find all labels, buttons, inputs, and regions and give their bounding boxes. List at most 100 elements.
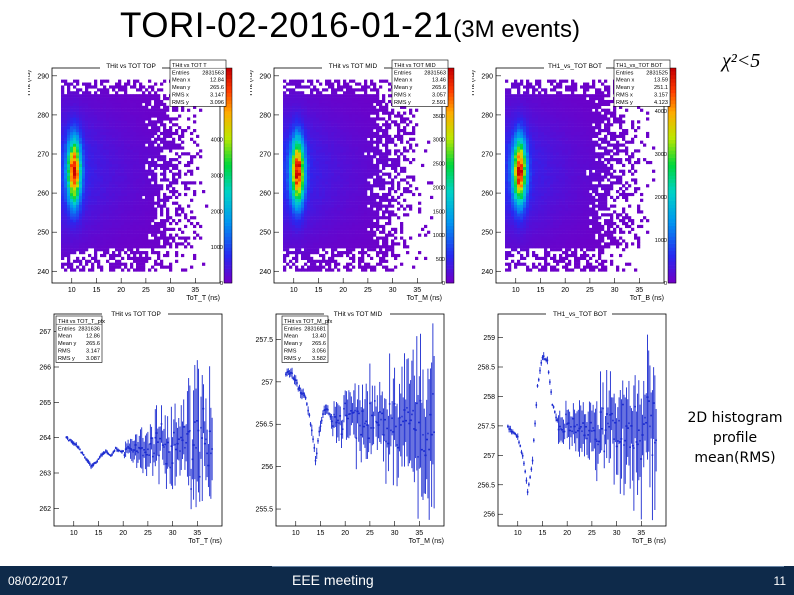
y-tick-label-280: 280 [481, 112, 493, 119]
x-tick-label-20: 20 [117, 287, 125, 294]
x-tick-label-15: 15 [93, 287, 101, 294]
footer-center-text: EEE meeting [292, 572, 374, 588]
histogram-title-bg [100, 60, 162, 71]
colorbar-segment [446, 197, 454, 201]
colorbar-segment [224, 229, 232, 234]
stats-value-pf4-1: 2831681 [304, 326, 326, 332]
colorbar-segment [668, 261, 676, 266]
colorbar-segment [224, 128, 232, 133]
colorbar-segment [224, 157, 232, 162]
colorbar-segment [668, 257, 676, 262]
colorbar-segment [446, 96, 454, 101]
stats-label-hm0-3: Mean y [172, 85, 191, 91]
y-tick-label-262: 262 [39, 506, 51, 513]
colorbar-segment [446, 85, 454, 90]
colorbar-segment [224, 171, 232, 176]
x-axis-label: ToT_M (ns) [407, 295, 442, 302]
colorbar-segment [224, 78, 232, 83]
heatmap-cells [283, 79, 434, 272]
profile-top-panel: 10 15 20 25 30 35 262 263 264 265 266 267 ToT_T (ns)… [28, 306, 238, 552]
y-tick-label-257: 257 [261, 379, 273, 386]
colorbar-segment [224, 146, 232, 151]
x-tick-label-10: 10 [512, 287, 520, 294]
colorbar-segment [446, 229, 454, 234]
x-tick-label-15: 15 [317, 530, 325, 537]
stats-value-pf3-5: 3.087 [86, 356, 100, 362]
y-tick-label-270: 270 [259, 152, 271, 159]
x-tick-label-30: 30 [389, 287, 397, 294]
y-tick-label-266: 266 [39, 365, 51, 372]
colorbar-segment [224, 164, 232, 169]
colorbar-segment [668, 243, 676, 248]
colorbar-segment [446, 157, 454, 162]
z-tick-label-1-0: 0 [442, 281, 445, 287]
y-axis-label: THit (ns) [250, 70, 254, 97]
stats-value-hm2-5: 4.123 [654, 100, 668, 106]
profile-svg-3: 10 15 20 25 30 35 262 263 264 265 266 267 ToT_T (ns)… [39, 308, 223, 545]
y-tick-label-257.5: 257.5 [255, 337, 273, 344]
colorbar-segment [668, 132, 676, 137]
colorbar-frame [667, 67, 677, 284]
colorbar-segment [668, 189, 676, 194]
colorbar-segment [446, 232, 454, 237]
y-tick-label-256: 256 [261, 464, 273, 471]
colorbar-segment [224, 150, 232, 155]
x-tick-label-30: 30 [391, 530, 399, 537]
colorbar-segment [668, 186, 676, 191]
colorbar-segment [446, 82, 454, 87]
colorbar-segment [224, 161, 232, 166]
stats-box [613, 59, 671, 107]
stats-value-pf3-3: 265.6 [86, 341, 100, 347]
heatmap-cells [61, 79, 209, 272]
stats-value-hm1-1: 2831563 [424, 70, 446, 76]
colorbar-segment [668, 182, 676, 187]
y-tick-label-250: 250 [481, 230, 493, 237]
profile-title-bg [324, 308, 390, 319]
z-tick-label-2-4000: 4000 [655, 109, 667, 115]
stats-value-pf4-5: 3.582 [312, 356, 326, 362]
colorbar-segment [446, 207, 454, 212]
y-tick-label-240: 240 [481, 269, 493, 276]
z-tick-label-0-4000: 4000 [211, 138, 223, 144]
stats-label-pf4-2: Mean [284, 334, 298, 340]
colorbar-segment [224, 265, 232, 269]
stats-label-hm1-1: Entries [394, 70, 412, 76]
colorbar-segment [446, 103, 454, 108]
colorbar-segment [224, 279, 232, 284]
colorbar-segment [668, 225, 676, 230]
colorbar-segment [668, 161, 676, 166]
colorbar-segment [668, 78, 676, 83]
x-tick-label-20: 20 [563, 530, 571, 537]
stats-label-hm1-3: Mean y [394, 85, 413, 91]
colorbar-segment [224, 89, 232, 94]
stats-value-pf4-2: 13.40 [312, 334, 326, 340]
y-tick-label-250: 250 [259, 230, 271, 237]
colorbar-segment [446, 193, 454, 198]
colorbar-segment [668, 229, 676, 234]
colorbar-segment [668, 247, 676, 252]
x-axis-label: ToT_T (ns) [188, 538, 222, 545]
histogram-title-0: THit vs TOT TOP [106, 63, 156, 70]
colorbar-segment [446, 164, 454, 169]
profile-points [507, 334, 657, 521]
slide-title: TORI-02-2016-01-21(3M events) [120, 6, 580, 46]
colorbar-segment [668, 275, 676, 280]
heatmap-svg-2: 10 15 20 25 30 35 240 250 260 270 280 290 ToT_B (ns)… [472, 59, 677, 302]
profile-title-bg [102, 308, 168, 319]
colorbar-segment [446, 107, 454, 112]
colorbar-segment [446, 71, 454, 76]
stats-value-pf3-2: 12.86 [86, 334, 100, 340]
stats-label-hm2-3: Mean y [616, 85, 635, 91]
z-tick-label-2-2000: 2000 [655, 195, 667, 201]
x-axis-label: ToT_T (ns) [186, 295, 220, 302]
colorbar-segment [224, 257, 232, 262]
histogram-title-bg [544, 60, 606, 71]
colorbar-segment [224, 93, 232, 97]
z-tick-label-0-0: 0 [220, 281, 223, 287]
stats-label-hm2-0: TH1_vs_TOT BOT [616, 63, 663, 69]
x-axis-label: ToT_M (ns) [409, 538, 444, 545]
colorbar-segment [446, 275, 454, 280]
x-tick-label-15: 15 [95, 530, 103, 537]
stats-box [55, 315, 103, 363]
x-tick-label-25: 25 [364, 287, 372, 294]
